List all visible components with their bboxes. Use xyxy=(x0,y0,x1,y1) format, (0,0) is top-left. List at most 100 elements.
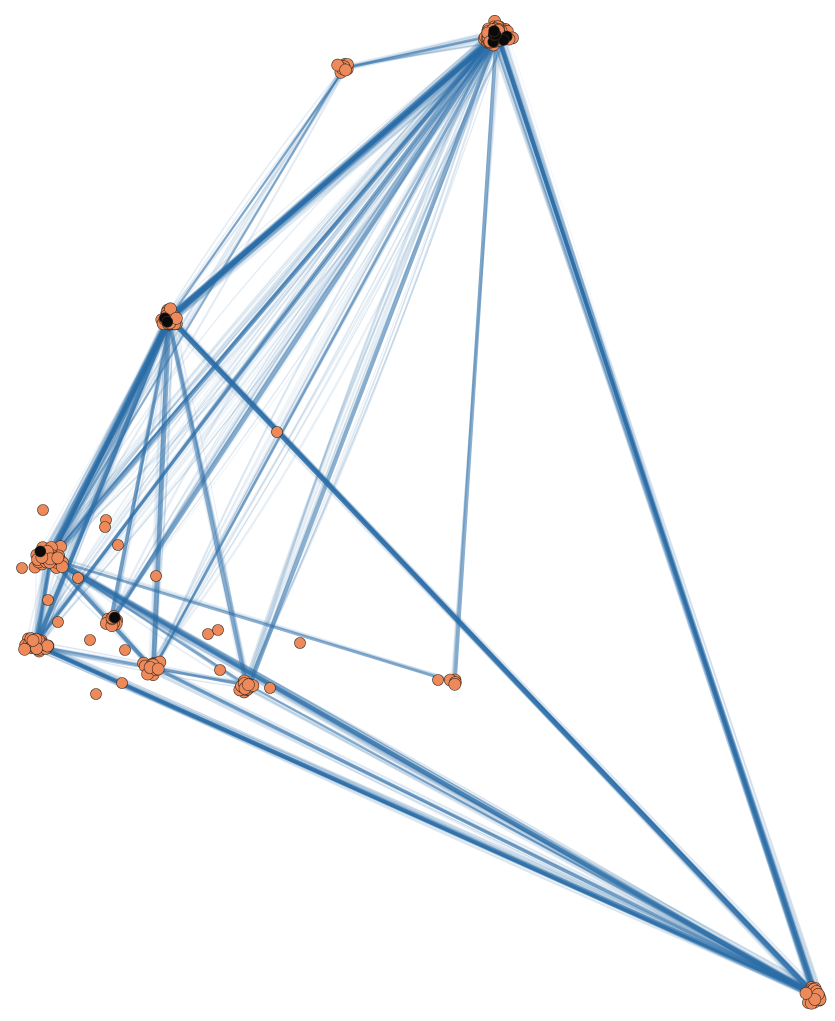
edge-top-to-lower-middle-c xyxy=(248,34,491,685)
cluster-left xyxy=(28,540,69,574)
edge-top-to-left xyxy=(52,35,499,562)
edge-top-to-lower-middle-c xyxy=(248,33,508,688)
edge-top-to-lower-left xyxy=(30,29,499,644)
node xyxy=(119,644,131,656)
edge-bundle-top-to-right-small xyxy=(452,33,499,685)
cluster-lower-middle-b xyxy=(137,655,167,682)
edge-bundle-lower-middle-b-to-bottom-right xyxy=(152,665,819,997)
edge-bundle-left-to-bottom-right xyxy=(47,554,817,998)
edge-top-to-lower-middle-c xyxy=(246,31,497,690)
highlighted-node xyxy=(161,315,174,328)
edge-top-left-small-to-left xyxy=(59,68,348,561)
edge-top-to-lower-middle-c xyxy=(246,35,497,684)
edge-top-to-bottom-right xyxy=(498,31,821,991)
edge-lower-middle-b-to-bottom-right xyxy=(153,671,818,1000)
cluster-bottom-right xyxy=(799,981,827,1010)
node xyxy=(42,594,54,606)
node xyxy=(26,634,40,647)
edge-top-to-left xyxy=(40,30,497,556)
edge-top-to-left xyxy=(51,32,501,560)
edge-lower-middle-c-to-bottom-right xyxy=(244,686,818,995)
edge-top-to-lower-left xyxy=(33,29,497,643)
node xyxy=(448,677,462,691)
node xyxy=(799,986,813,1000)
edge-bundle-upper-middle-to-bottom-right xyxy=(167,316,818,998)
edge-upper-middle-to-bottom-right xyxy=(165,318,812,996)
edge-top-to-bottom-right xyxy=(489,38,813,997)
edge-upper-middle-to-left xyxy=(40,315,169,555)
edge-bundle-top-to-lower-middle-c xyxy=(247,31,500,689)
node xyxy=(294,637,306,649)
node xyxy=(112,539,124,551)
edge-lower-middle-b-to-bottom-right xyxy=(153,666,817,999)
node xyxy=(151,662,165,676)
edge-upper-middle-to-left xyxy=(46,312,169,557)
edge-top-to-lower-left xyxy=(35,35,501,646)
edge-top-to-lower-left xyxy=(31,36,504,646)
node xyxy=(808,993,822,1006)
node xyxy=(164,302,177,316)
edge-bundle-top-left-small-to-left xyxy=(48,66,345,559)
edge-upper-middle-to-lower-left xyxy=(41,313,166,649)
node xyxy=(264,682,276,694)
edge-upper-middle-to-lower-left xyxy=(39,321,172,647)
edge-left-to-bottom-right xyxy=(52,555,818,990)
edge-top-to-bottom-right xyxy=(493,37,815,1001)
edge-top-to-lower-middle-b xyxy=(151,40,494,672)
edge-bundle-top-to-lower-left xyxy=(31,34,500,647)
edge-bundle-upper-middle-to-left xyxy=(48,315,173,560)
edge-bundle-upper-middle-to-lower-left xyxy=(33,317,172,648)
node xyxy=(72,572,84,584)
node xyxy=(242,678,255,692)
node xyxy=(202,628,214,640)
edge-bundle-top-to-upper-middle xyxy=(169,32,499,319)
node xyxy=(339,63,352,77)
edge-top-to-top-left-small xyxy=(341,36,495,72)
edge-top-left-small-to-left xyxy=(37,67,342,559)
edge-upper-middle-to-lower-middle-c xyxy=(171,316,250,685)
node xyxy=(18,642,31,656)
edge-top-to-lower-left xyxy=(32,28,500,648)
edge-top-to-upper-middle xyxy=(173,34,502,320)
edge-top-to-lower-left xyxy=(28,31,497,644)
edge-top-to-bottom-right xyxy=(500,36,822,992)
edge-top-to-lower-middle-b xyxy=(152,40,496,671)
edge-bundle-lower-left-to-bottom-right xyxy=(34,642,817,998)
edge-top-to-lower-middle-b xyxy=(153,33,495,669)
highlighted-node xyxy=(108,611,121,624)
edges-layer xyxy=(25,25,822,1002)
edge-top-to-lower-middle-c xyxy=(244,29,495,685)
edge-top-to-lower-middle-c xyxy=(243,34,505,688)
edge-top-to-bottom-right xyxy=(494,38,814,1001)
node xyxy=(212,624,224,636)
edge-top-to-lower-middle-b xyxy=(152,37,494,670)
edge-bundle-lower-middle-c-to-bottom-right xyxy=(247,683,815,996)
nodes-layer xyxy=(16,14,827,1010)
node xyxy=(99,521,111,533)
edge-upper-middle-to-lower-middle-c xyxy=(170,319,252,688)
edge-bundle-upper-middle-to-lower-middle-a xyxy=(108,315,173,621)
edge-upper-middle-to-bottom-right xyxy=(171,316,820,993)
edge-bundle-top-to-left xyxy=(48,32,499,562)
edge-top-left-small-to-left xyxy=(48,66,344,561)
edge-bundle-top-left-small-to-upper-middle xyxy=(168,67,346,319)
edge-top-to-left xyxy=(40,28,499,558)
edge-bundle-left-to-right-small xyxy=(47,556,458,685)
cluster-top-left-small xyxy=(331,58,354,79)
node xyxy=(41,639,54,653)
edge-bundle-top-to-lower-middle-b xyxy=(152,32,500,671)
node xyxy=(214,664,226,676)
node xyxy=(52,616,64,628)
edge-top-to-top-left-small xyxy=(340,31,497,67)
node xyxy=(51,551,65,565)
edge-left-to-lower-middle-c xyxy=(49,554,252,686)
edge-upper-middle-to-left xyxy=(41,316,167,563)
edge-top-to-lower-middle-c xyxy=(244,31,500,688)
edge-lower-middle-c-to-bottom-right xyxy=(246,687,820,1001)
edge-top-to-left xyxy=(50,30,501,559)
edge-top-to-bottom-right xyxy=(499,36,818,990)
edge-upper-middle-to-left xyxy=(45,319,168,556)
edge-top-to-lower-left xyxy=(33,31,494,644)
cluster-top xyxy=(477,14,519,52)
